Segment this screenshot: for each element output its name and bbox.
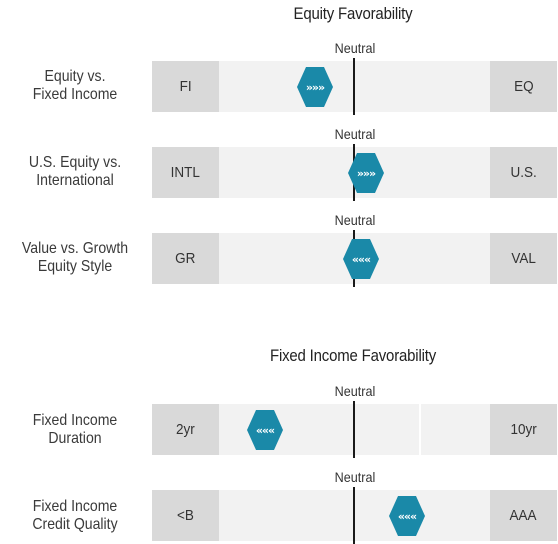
- row-label-equity-vs-fixed-income: Equity vs. Fixed Income: [32, 68, 118, 103]
- equity-section-title: Equity Favorability: [293, 4, 413, 23]
- row-label-value-vs-growth: Value vs. Growth Equity Style: [21, 240, 129, 275]
- triple-chevron-right-icon: »»»: [296, 66, 333, 107]
- svg-text:«««: «««: [352, 253, 371, 266]
- row-label-fixed-income-credit-quality: Fixed Income Credit Quality: [32, 498, 118, 533]
- left-end-label: 2yr: [152, 404, 219, 455]
- triple-chevron-left-icon: «««: [342, 238, 379, 279]
- neutral-label: Neutral: [334, 126, 376, 142]
- left-end-label: FI: [152, 61, 219, 112]
- svg-text:«««: «««: [256, 424, 275, 437]
- triple-chevron-left-icon: «««: [246, 409, 283, 450]
- fixed-income-section-title: Fixed Income Favorability: [269, 346, 437, 365]
- right-end-label: EQ: [490, 61, 557, 112]
- left-end-label: GR: [152, 233, 219, 284]
- row-label-us-equity-vs-international: U.S. Equity vs. International: [28, 154, 122, 189]
- left-end-label: INTL: [152, 147, 219, 198]
- neutral-label: Neutral: [334, 40, 376, 56]
- neutral-label: Neutral: [334, 383, 376, 399]
- track-divider: [419, 404, 421, 455]
- svg-text:»»»: »»»: [357, 167, 376, 180]
- left-end-label: <B: [152, 490, 219, 541]
- triple-chevron-left-icon: «««: [388, 495, 425, 536]
- neutral-label: Neutral: [334, 212, 376, 228]
- right-end-label: VAL: [490, 233, 557, 284]
- triple-chevron-right-icon: »»»: [348, 152, 385, 193]
- neutral-center-line: [353, 401, 355, 458]
- right-end-label: AAA: [490, 490, 557, 541]
- svg-text:«««: «««: [397, 510, 416, 523]
- neutral-label: Neutral: [334, 469, 376, 485]
- row-label-fixed-income-duration: Fixed Income Duration: [32, 412, 118, 447]
- right-end-label: U.S.: [490, 147, 557, 198]
- right-end-label: 10yr: [490, 404, 557, 455]
- neutral-center-line: [353, 487, 355, 544]
- neutral-center-line: [353, 58, 355, 115]
- svg-text:»»»: »»»: [306, 81, 325, 94]
